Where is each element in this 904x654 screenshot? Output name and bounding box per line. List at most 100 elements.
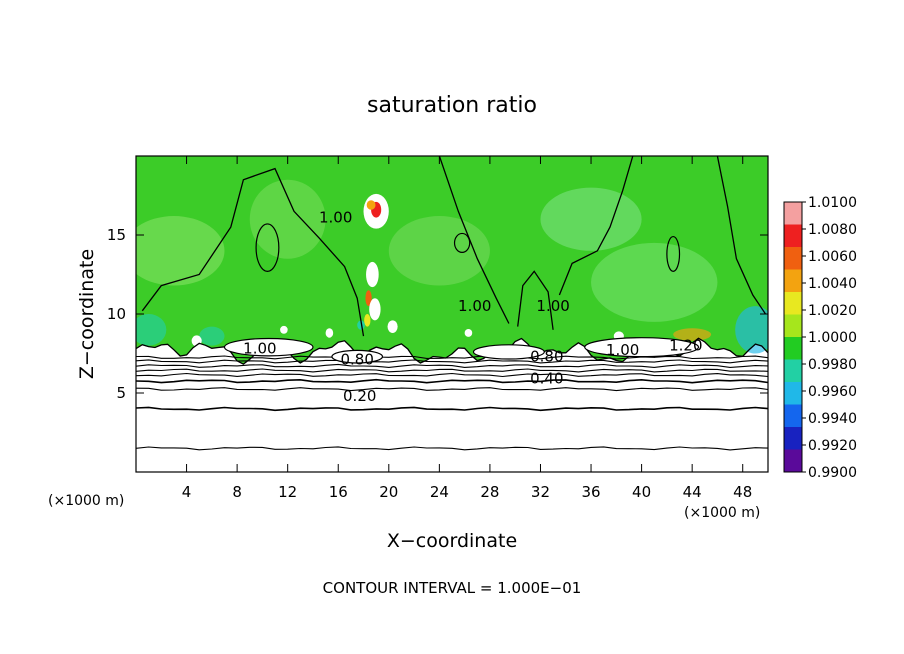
contour-loop — [255, 223, 280, 272]
contour-0.6 — [136, 368, 768, 373]
colorbar — [783, 201, 803, 473]
contour-lines — [136, 156, 768, 365]
contour-0.5 — [136, 372, 768, 378]
shade-patch — [673, 328, 712, 341]
colorbar-segment — [784, 224, 802, 248]
colorbar-segment — [784, 382, 802, 405]
colorbar-segment — [784, 337, 802, 360]
anomaly-spot — [369, 298, 381, 321]
colorbar-tick-label: 1.0080 — [808, 222, 857, 238]
contour-0.1 — [136, 446, 768, 451]
colorbar-tick-label: 0.9960 — [808, 384, 857, 400]
chart-title: saturation ratio — [367, 93, 537, 118]
colorbar-tick-label: 1.0060 — [808, 249, 857, 265]
x-tick-label: 4 — [182, 483, 192, 501]
contour-label: 0.40 — [530, 370, 563, 388]
x-tick-label: 12 — [278, 483, 297, 501]
anomaly-spot — [365, 290, 372, 307]
colorbar-tick-label: 1.0040 — [808, 276, 857, 292]
cloud-pocket — [223, 337, 314, 357]
shade-patch — [136, 314, 167, 346]
y-axis-ticks: 5 10 15 — [107, 226, 768, 402]
shade-patch — [735, 306, 768, 354]
colorbar-tick-label: 1.0000 — [808, 330, 857, 346]
x-tick-label: 40 — [632, 483, 651, 501]
anomaly-spot — [366, 261, 379, 288]
contour-label: 1.00 — [536, 297, 569, 315]
contour-1.00-upper — [716, 156, 767, 315]
colorbar-segment — [784, 404, 802, 428]
contour-0.8 — [136, 359, 768, 364]
contour-label: 0.80 — [530, 347, 563, 365]
contour-interval-note: CONTOUR INTERVAL = 1.000E−01 — [323, 579, 582, 597]
contour-1.00-upper — [141, 167, 365, 337]
contour-0.3 — [136, 387, 768, 392]
colorbar-ticks: 1.0100 1.0080 1.0060 1.0040 1.0020 1.0000 0.99… — [802, 195, 857, 481]
shade-patch — [591, 242, 718, 322]
x-tick-label: 44 — [683, 483, 702, 501]
contour-loop — [666, 235, 681, 272]
colorbar-tick-label: 0.9900 — [808, 465, 857, 481]
y-tick-label: 10 — [107, 305, 126, 323]
colorbar-segment — [784, 427, 802, 450]
anomaly-spot — [364, 314, 371, 327]
x-tick-label: 48 — [733, 483, 752, 501]
contour-1.00-upper — [558, 156, 634, 296]
x-tick-label: 32 — [531, 483, 550, 501]
colorbar-tick-label: 0.9920 — [808, 438, 857, 454]
contour-0.2 — [136, 406, 768, 412]
shade-patch — [136, 216, 225, 286]
contour-label: 1.20 — [669, 336, 702, 354]
contour-label: 1.00 — [319, 208, 352, 226]
x-tick-label: 28 — [480, 483, 499, 501]
contour-0.9 — [136, 355, 768, 360]
shade-patch — [249, 179, 326, 259]
plot-area: 1.00 0.80 0.20 1.00 1.00 1.00 0.80 0.40 1.00 1.20 — [136, 156, 768, 472]
x-tick-label: 8 — [232, 483, 242, 501]
colorbar-segment — [784, 314, 802, 338]
x-axis-ticks: 4 8 12 16 20 24 28 32 36 40 44 48 — [182, 156, 752, 501]
x-tick-label: 36 — [581, 483, 600, 501]
contour-label: 0.80 — [340, 351, 373, 369]
contour-label: 1.00 — [243, 340, 276, 358]
horizontal-contours — [136, 355, 768, 451]
contour-1.00-upper — [438, 156, 510, 324]
contour-loop — [453, 232, 471, 253]
y-tick-label: 5 — [116, 384, 126, 402]
y-axis-label: Z−coordinate — [76, 249, 98, 379]
anomaly-spot — [325, 328, 334, 338]
x-axis-label: X−coordinate — [387, 530, 517, 552]
colorbar-segment — [784, 359, 802, 383]
contour-0.7 — [136, 363, 768, 368]
colorbar-tick-label: 0.9980 — [808, 357, 857, 373]
colorbar-segment — [784, 247, 802, 270]
x-tick-label: 24 — [430, 483, 449, 501]
shade-patch — [540, 187, 642, 251]
y-tick-label: 15 — [107, 226, 126, 244]
colorbar-segment — [784, 202, 802, 225]
colorbar-tick-label: 0.9940 — [808, 411, 857, 427]
contour-0.4 — [136, 378, 768, 384]
x-tick-label: 20 — [379, 483, 398, 501]
anomaly-spot — [464, 329, 473, 337]
shade-patch — [199, 326, 225, 346]
colorbar-segment — [784, 449, 802, 473]
cloud-pocket — [472, 344, 545, 360]
x-tick-label: 16 — [329, 483, 348, 501]
contour-label: 1.00 — [606, 341, 639, 359]
contour-labels: 1.00 0.80 0.20 1.00 1.00 1.00 0.80 0.40 1.00 1.20 — [243, 208, 702, 405]
colorbar-segment — [784, 292, 802, 315]
colorbar-segment — [784, 269, 802, 293]
anomaly-spots — [191, 193, 624, 347]
shading-layer — [136, 179, 768, 354]
colorbar-tick-label: 1.0100 — [808, 195, 857, 211]
cloud-pocket — [584, 337, 700, 358]
contour-1.00-upper — [517, 270, 554, 330]
x-units-left: (×1000 m) — [48, 493, 124, 509]
cloud-pocket — [331, 349, 384, 364]
contour-label: 1.00 — [458, 297, 491, 315]
anomaly-spot — [366, 200, 376, 210]
anomaly-spot — [357, 320, 365, 330]
